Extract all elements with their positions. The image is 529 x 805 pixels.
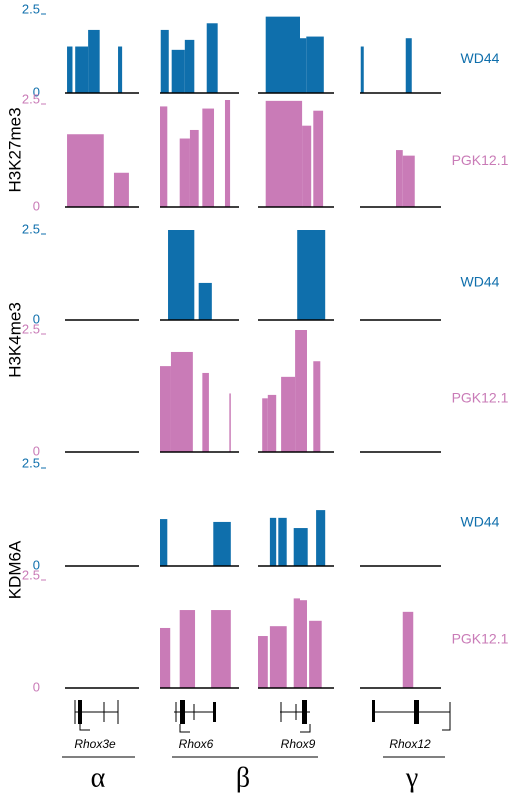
row-label: KDM6A <box>5 540 24 599</box>
gene-label: Rhox3e <box>74 737 116 751</box>
bar <box>262 398 268 452</box>
bar <box>171 49 185 93</box>
bar <box>316 510 326 566</box>
bar <box>160 106 168 207</box>
y-tick-label: 2.5 <box>22 567 40 582</box>
bar <box>265 100 303 207</box>
bar <box>88 29 100 94</box>
series-label: PGK12.1 <box>452 390 509 406</box>
bar <box>300 38 307 93</box>
bar <box>211 610 231 688</box>
bar <box>160 29 169 94</box>
bar <box>313 110 324 207</box>
bar <box>278 517 287 566</box>
bar <box>269 626 287 688</box>
y-tick-label: 2.5 <box>22 455 40 470</box>
y-tick-label: 0 <box>33 679 40 694</box>
bar <box>297 230 326 320</box>
gene-label: Rhox6 <box>179 737 214 751</box>
bar <box>184 39 195 93</box>
y-tick-label: 0 <box>33 84 40 99</box>
y-tick-label: 2.5 <box>22 91 40 106</box>
bar <box>309 620 322 688</box>
y-tick-label: 2.5 <box>22 321 40 336</box>
bar <box>293 528 308 566</box>
bar <box>213 521 231 566</box>
series-label: WD44 <box>461 50 500 66</box>
bar <box>396 150 403 207</box>
series-label: PGK12.1 <box>452 152 509 168</box>
row-label: H3K4me3 <box>5 302 24 378</box>
bar <box>281 376 296 452</box>
bar <box>179 610 196 688</box>
bar <box>405 38 412 93</box>
bar <box>179 138 190 207</box>
bar <box>170 351 193 452</box>
bar <box>258 636 268 688</box>
bar <box>293 598 300 688</box>
bar <box>67 46 73 93</box>
y-tick-label: 2.5 <box>22 221 40 236</box>
y-tick-label: 0 <box>33 443 40 458</box>
bar <box>189 129 199 207</box>
bar <box>302 125 312 207</box>
bar <box>269 517 277 566</box>
bar <box>229 393 231 452</box>
series-label: WD44 <box>461 274 500 290</box>
bar <box>224 100 231 207</box>
bar <box>206 23 218 94</box>
series-label: PGK12.1 <box>452 631 509 647</box>
bar <box>300 600 307 688</box>
cluster-label: α <box>91 762 106 793</box>
bar <box>313 361 321 452</box>
bar <box>113 172 129 207</box>
bar <box>402 611 414 688</box>
bar <box>402 155 415 207</box>
bar <box>118 46 123 93</box>
bar <box>160 627 171 688</box>
bar <box>360 46 364 93</box>
bar <box>306 36 324 93</box>
bar <box>75 46 89 93</box>
bar <box>168 230 195 320</box>
bar <box>67 134 104 207</box>
bar <box>267 394 277 452</box>
bar <box>160 366 171 452</box>
cluster-label: γ <box>405 762 418 793</box>
y-tick-label: 2.5 <box>22 1 40 16</box>
gene-label: Rhox9 <box>281 737 316 751</box>
y-tick-label: 0 <box>33 557 40 572</box>
bar <box>265 16 300 93</box>
row-label: H3K27me3 <box>5 107 24 192</box>
y-tick-label: 0 <box>33 311 40 326</box>
bar <box>202 372 209 452</box>
gene-label: Rhox12 <box>389 737 431 751</box>
gene-diagrams <box>62 700 451 758</box>
cluster-label: β <box>236 762 250 793</box>
bar <box>198 282 212 320</box>
y-tick-label: 0 <box>33 198 40 213</box>
series-label: WD44 <box>461 514 500 530</box>
bar <box>202 108 215 207</box>
bar <box>295 330 307 452</box>
bar <box>160 519 168 566</box>
